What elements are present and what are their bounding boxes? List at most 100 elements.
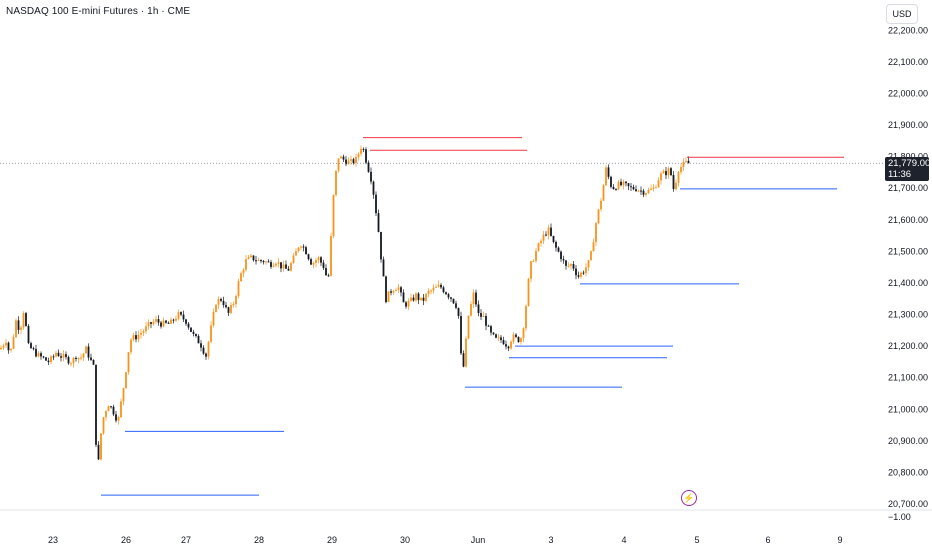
candle-body xyxy=(490,326,492,333)
candle-body xyxy=(167,322,170,324)
candle-body xyxy=(532,260,535,262)
candle-body xyxy=(412,297,415,301)
candle-body xyxy=(57,352,60,357)
candle-body xyxy=(552,235,555,242)
candle-body xyxy=(30,343,32,349)
candle-body xyxy=(142,331,145,333)
candle-body xyxy=(620,181,622,186)
y-extra-label: −1.00 xyxy=(888,512,911,522)
candle-body xyxy=(335,170,337,195)
y-axis[interactable]: 22,200.00 22,100.00 22,000.00 21,900.00 21,8… xyxy=(888,25,928,522)
y-tick-label: 21,200.00 xyxy=(888,341,928,351)
candle-body xyxy=(450,297,452,299)
candle-body xyxy=(542,234,545,241)
candle-body xyxy=(430,290,432,292)
candle-body xyxy=(330,235,332,276)
candle-body xyxy=(530,261,532,279)
candle-body xyxy=(585,267,587,274)
candle-body xyxy=(110,406,112,408)
candle-body xyxy=(377,213,380,232)
candle-body xyxy=(432,287,435,291)
candle-body xyxy=(212,311,215,326)
y-tick-label: 21,100.00 xyxy=(888,373,928,383)
candle-body xyxy=(385,276,387,303)
horizontal-levels xyxy=(101,137,844,496)
candle-body xyxy=(102,417,105,434)
candle-body xyxy=(650,188,652,191)
candle-body xyxy=(677,172,680,183)
candle-body xyxy=(287,268,290,271)
candle-body xyxy=(550,227,552,236)
candle-body xyxy=(2,345,5,348)
y-tick-label: 20,900.00 xyxy=(888,436,928,446)
candle-body xyxy=(615,189,617,191)
chart-title: NASDAQ 100 E-mini Futures · 1h · CME xyxy=(6,6,191,17)
candle-body xyxy=(85,346,87,354)
candle-body xyxy=(687,160,690,164)
candle-body xyxy=(120,401,122,418)
candle-body xyxy=(32,348,35,350)
candle-body xyxy=(225,305,227,308)
candle-body xyxy=(605,167,607,186)
candle-body xyxy=(367,162,370,172)
candle-body xyxy=(292,255,295,264)
candle-body xyxy=(305,247,307,255)
candle-body xyxy=(237,281,240,297)
candle-body xyxy=(200,343,202,348)
candle-body xyxy=(272,265,275,267)
candle-body xyxy=(285,264,287,269)
candle-body xyxy=(247,256,250,260)
candle-body xyxy=(60,356,62,358)
candle-body xyxy=(195,333,197,336)
candle-body xyxy=(545,234,547,236)
candle-body xyxy=(315,260,317,264)
candle-body xyxy=(187,323,190,328)
candle-body xyxy=(72,357,75,364)
candle-body xyxy=(290,263,292,271)
lightning-icon[interactable]: ⚡ xyxy=(681,490,697,506)
candle-body xyxy=(95,364,97,445)
candle-body xyxy=(452,298,455,304)
candle-body xyxy=(280,262,282,269)
candle-body xyxy=(117,417,120,421)
candle-body xyxy=(52,356,55,358)
candle-body xyxy=(507,346,510,349)
candle-body xyxy=(572,264,575,269)
candle-body xyxy=(427,290,430,294)
candle-body xyxy=(45,357,47,361)
candle-body xyxy=(472,292,475,305)
candle-body xyxy=(627,183,630,187)
candle-body xyxy=(547,227,550,236)
x-axis[interactable]: 23 26 27 28 29 30 Jun 3 4 5 6 9 xyxy=(48,535,843,545)
candle-body xyxy=(607,167,610,177)
candle-body xyxy=(482,315,485,317)
candle-body xyxy=(50,356,52,363)
candle-body xyxy=(642,190,645,195)
candle-body xyxy=(295,251,297,256)
candle-body xyxy=(435,286,437,288)
candle-body xyxy=(520,338,522,343)
candle-body xyxy=(685,160,687,162)
candle-body xyxy=(382,259,385,277)
candle-body xyxy=(500,337,502,340)
candle-body xyxy=(240,273,242,282)
candle-body xyxy=(487,325,490,327)
candle-body xyxy=(442,287,445,293)
candle-body xyxy=(190,327,192,332)
x-tick-label: 27 xyxy=(181,535,191,545)
candle-body xyxy=(445,292,447,295)
candle-body xyxy=(592,242,595,252)
candle-body xyxy=(12,337,15,349)
candle-body xyxy=(182,314,185,320)
candle-body xyxy=(660,173,662,181)
candle-body xyxy=(635,189,637,191)
candle-body xyxy=(255,260,257,262)
candle-body xyxy=(300,246,302,248)
y-tick-label: 20,700.00 xyxy=(888,499,928,509)
candle-body xyxy=(62,354,65,358)
candle-body xyxy=(327,275,330,277)
candle-body xyxy=(230,304,232,313)
currency-selector[interactable]: USD xyxy=(886,4,918,24)
